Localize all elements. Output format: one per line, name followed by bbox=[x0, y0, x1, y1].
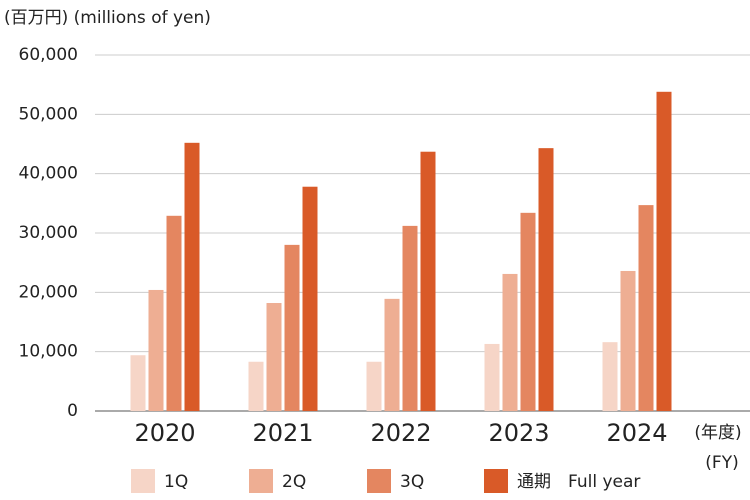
bar bbox=[520, 212, 536, 411]
y-tick-label: 30,000 bbox=[19, 223, 78, 243]
x-tick-label: 2020 bbox=[134, 419, 195, 447]
y-tick-label: 20,000 bbox=[19, 282, 78, 302]
legend-label: 2Q bbox=[282, 472, 306, 492]
y-tick-label: 0 bbox=[67, 401, 78, 421]
x-tick-label: 2024 bbox=[606, 419, 667, 447]
bar bbox=[538, 148, 554, 412]
legend-label: 1Q bbox=[164, 472, 188, 492]
x-tick-label: 2023 bbox=[488, 419, 549, 447]
x-unit-label: (FY) bbox=[705, 453, 738, 473]
bar bbox=[638, 205, 654, 411]
bar bbox=[620, 270, 636, 411]
bar bbox=[130, 355, 146, 411]
legend-label: 3Q bbox=[400, 472, 424, 492]
bar bbox=[284, 244, 300, 411]
bar bbox=[420, 151, 436, 412]
bar bbox=[266, 303, 282, 411]
legend-label: 通期 Full year bbox=[517, 472, 640, 492]
bar bbox=[366, 361, 382, 411]
unit-label: (百万円) (millions of yen) bbox=[4, 8, 211, 28]
bar bbox=[502, 273, 518, 411]
y-tick-label: 40,000 bbox=[19, 164, 78, 184]
bar bbox=[148, 289, 164, 411]
bar bbox=[484, 343, 500, 411]
x-tick-label: 2022 bbox=[370, 419, 431, 447]
bar bbox=[248, 361, 264, 411]
legend-swatch bbox=[367, 469, 391, 493]
bar bbox=[302, 186, 318, 411]
y-tick-label: 50,000 bbox=[19, 104, 78, 124]
bar bbox=[166, 215, 182, 411]
bar bbox=[602, 342, 618, 411]
bar bbox=[402, 225, 418, 411]
x-unit-label: (年度) bbox=[694, 423, 741, 443]
y-tick-label: 60,000 bbox=[19, 45, 78, 65]
bar bbox=[184, 142, 200, 411]
bar bbox=[384, 298, 400, 411]
x-tick-label: 2021 bbox=[252, 419, 313, 447]
legend-swatch bbox=[249, 469, 273, 493]
legend-swatch bbox=[131, 469, 155, 493]
y-tick-label: 10,000 bbox=[19, 342, 78, 362]
bar bbox=[656, 91, 672, 411]
legend-swatch bbox=[484, 469, 508, 493]
